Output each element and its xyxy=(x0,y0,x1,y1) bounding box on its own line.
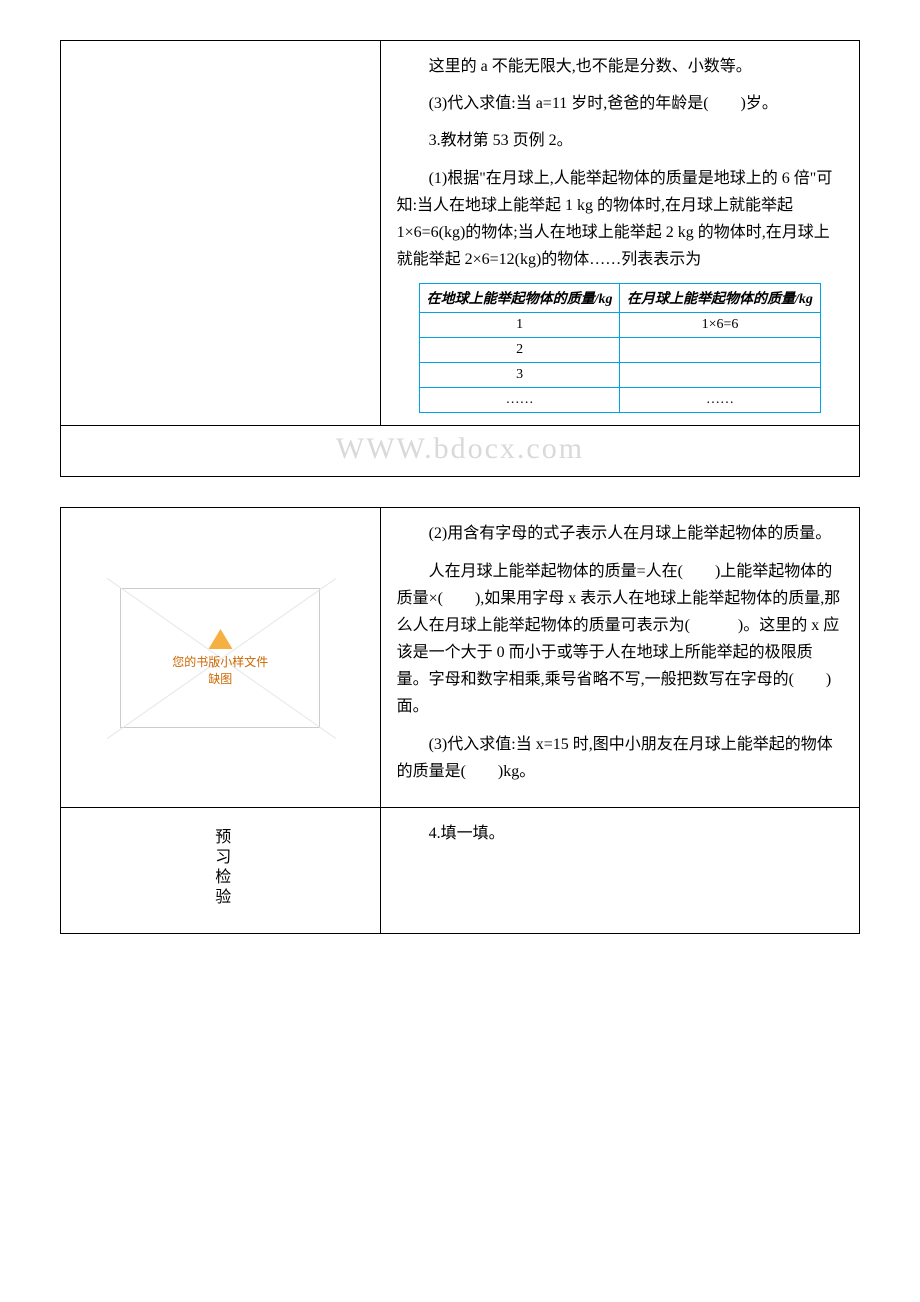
para-q2: (2)用含有字母的式子表示人在月球上能举起物体的质量。 xyxy=(397,520,843,547)
moon-earth-table: 在地球上能举起物体的质量/kg 在月球上能举起物体的质量/kg 1 1×6=6 … xyxy=(419,283,821,413)
blue-r4c2: …… xyxy=(620,388,820,413)
para-q3b: (3)代入求值:当 x=15 时,图中小朋友在月球上能举起的物体的质量是( )k… xyxy=(397,731,843,785)
blue-r1c1: 1 xyxy=(419,313,619,338)
blue-r3c2 xyxy=(620,363,820,388)
placeholder-content: 您的书版小样文件缺图 xyxy=(171,629,270,687)
blue-r4c1: …… xyxy=(419,388,619,413)
watermark: WWW.bdocx.com xyxy=(60,426,860,477)
section2-r2-left: 预习检验 xyxy=(61,808,381,934)
section2-r1-right: (2)用含有字母的式子表示人在月球上能举起物体的质量。 人在月球上能举起物体的质… xyxy=(380,508,859,808)
section1-left-cell xyxy=(61,41,381,426)
blue-r3c1: 3 xyxy=(419,363,619,388)
blue-th-moon: 在月球上能举起物体的质量/kg xyxy=(620,284,820,313)
para-a-limit: 这里的 a 不能无限大,也不能是分数、小数等。 xyxy=(397,53,843,80)
section2-r2-right: 4.填一填。 xyxy=(380,808,859,934)
para-heading-3: 3.教材第 53 页例 2。 xyxy=(397,127,843,154)
preview-check-label: 预习检验 xyxy=(204,820,236,916)
section-2-table: 您的书版小样文件缺图 (2)用含有字母的式子表示人在月球上能举起物体的质量。 人… xyxy=(60,507,860,934)
section2-r1-left: 您的书版小样文件缺图 xyxy=(61,508,381,808)
para-fill: 4.填一填。 xyxy=(397,820,843,847)
missing-image-placeholder: 您的书版小样文件缺图 xyxy=(120,588,320,728)
section-1-table: 这里的 a 不能无限大,也不能是分数、小数等。 (3)代入求值:当 a=11 岁… xyxy=(60,40,860,426)
blue-r1c2: 1×6=6 xyxy=(620,313,820,338)
para-q3: (3)代入求值:当 a=11 岁时,爸爸的年龄是( )岁。 xyxy=(397,90,843,117)
blue-r2c2 xyxy=(620,338,820,363)
section1-right-cell: 这里的 a 不能无限大,也不能是分数、小数等。 (3)代入求值:当 a=11 岁… xyxy=(380,41,859,426)
para-q1: (1)根据"在月球上,人能举起物体的质量是地球上的 6 倍"可知:当人在地球上能… xyxy=(397,165,843,274)
para-q2-detail: 人在月球上能举起物体的质量=人在( )上能举起物体的质量×( ),如果用字母 x… xyxy=(397,558,843,721)
placeholder-text: 您的书版小样文件缺图 xyxy=(172,655,268,686)
warning-icon xyxy=(208,629,232,649)
blue-th-earth: 在地球上能举起物体的质量/kg xyxy=(419,284,619,313)
blue-r2c1: 2 xyxy=(419,338,619,363)
